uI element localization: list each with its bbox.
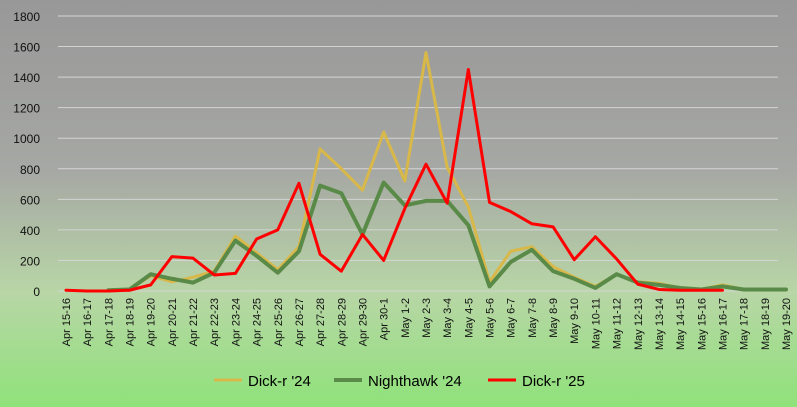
x-tick-label: May 15-16 (696, 298, 708, 350)
legend: Dick-r '24 Nighthawk '24 Dick-r '25 (214, 373, 585, 390)
x-tick-label: Apr 18-19 (125, 298, 137, 346)
x-tick-label: May 14-15 (675, 298, 687, 350)
x-tick-label: May 10-11 (590, 298, 602, 349)
x-tick-label: May 5-6 (485, 298, 497, 338)
x-tick-label: Apr 30-1 (379, 298, 391, 340)
x-tick-label: May 3-4 (442, 298, 454, 338)
x-tick-label: May 7-8 (527, 298, 539, 338)
y-tick-label: 1600 (13, 41, 40, 55)
y-tick-label: 800 (20, 163, 40, 177)
x-tick-label: Apr 23-24 (230, 298, 242, 346)
x-tick-label: May 4-5 (463, 298, 475, 338)
grid-lines (58, 15, 778, 292)
y-tick-label: 400 (20, 224, 40, 238)
x-tick-label: Apr 17-18 (103, 298, 115, 346)
legend-label: Dick-r '24 (248, 373, 311, 390)
x-tick-label: Apr 25-26 (273, 298, 285, 346)
y-tick-label: 600 (20, 193, 40, 207)
y-tick-label: 200 (20, 254, 40, 268)
legend-label: Dick-r '25 (522, 373, 585, 390)
legend-label: Nighthawk '24 (368, 373, 462, 390)
x-tick-label: Apr 29-30 (357, 298, 369, 346)
y-tick-label: 1200 (13, 102, 40, 116)
x-tick-label: May 19-20 (781, 298, 793, 350)
x-tick-label: Apr 22-23 (209, 298, 221, 346)
x-tick-label: May 13-14 (654, 298, 666, 350)
x-tick-label: Apr 28-29 (336, 298, 348, 346)
y-tick-label: 0 (33, 285, 40, 299)
x-tick-label: May 12-13 (633, 298, 645, 350)
x-tick-label: Apr 26-27 (294, 298, 306, 346)
x-tick-label: Apr 20-21 (167, 298, 179, 346)
x-tick-label: May 1-2 (400, 298, 412, 338)
y-tick-label: 1400 (13, 71, 40, 85)
x-tick-label: May 2-3 (421, 298, 433, 338)
y-tick-label: 1800 (13, 10, 40, 24)
y-axis-ticks: 0 200 400 600 800 1000 1200 1400 1600 1800 (13, 10, 40, 299)
x-tick-label: Apr 21-22 (188, 298, 200, 346)
series-line (64, 67, 724, 293)
x-tick-label: Apr 16-17 (82, 298, 94, 346)
x-tick-label: Apr 24-25 (252, 298, 264, 346)
x-tick-label: Apr 19-20 (146, 298, 158, 346)
x-tick-label: May 17-18 (739, 298, 751, 350)
x-tick-label: May 16-17 (717, 298, 729, 350)
x-tick-label: Apr 15-16 (61, 298, 73, 346)
x-tick-label: Apr 27-28 (315, 298, 327, 346)
x-tick-label: May 6-7 (506, 298, 518, 338)
y-tick-label: 1000 (13, 132, 40, 146)
x-tick-label: May 8-9 (548, 298, 560, 338)
x-axis-ticks: Apr 15-16 Apr 16-17 Apr 17-18 Apr 18-19 Apr … (61, 298, 793, 350)
x-tick-label: May 9-10 (569, 298, 581, 344)
series-lines (64, 51, 788, 293)
x-tick-label: May 18-19 (760, 298, 772, 350)
x-tick-label: May 11-12 (612, 298, 624, 349)
